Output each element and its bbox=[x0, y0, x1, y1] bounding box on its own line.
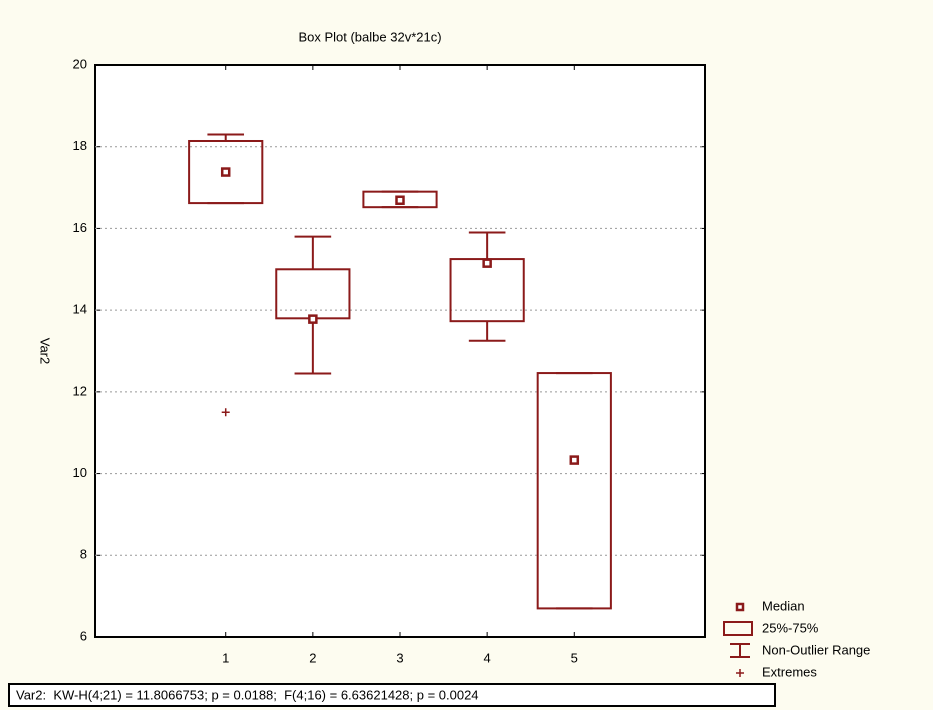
plot-area bbox=[94, 64, 706, 638]
legend-whisker-icon bbox=[730, 643, 750, 658]
median bbox=[220, 167, 231, 177]
legend-label: Non-Outlier Range bbox=[762, 642, 870, 657]
stats-box bbox=[8, 683, 776, 707]
x-tick-label: 4 bbox=[484, 650, 491, 665]
legend-label: Extremes bbox=[762, 664, 817, 679]
median bbox=[482, 258, 492, 268]
median bbox=[308, 314, 318, 324]
y-tick-label: 20 bbox=[73, 56, 87, 71]
y-tick-label: 10 bbox=[73, 465, 87, 480]
legend-median-icon bbox=[735, 602, 745, 612]
box bbox=[536, 372, 612, 610]
legend-label: Median bbox=[762, 598, 805, 613]
box bbox=[362, 190, 438, 209]
y-tick-label: 14 bbox=[73, 302, 87, 317]
y-tick-label: 6 bbox=[80, 628, 87, 643]
chart-title: Box Plot (balbe 32v*21c) bbox=[298, 29, 441, 44]
x-tick-label: 2 bbox=[309, 650, 316, 665]
legend-box-icon bbox=[723, 621, 753, 636]
legend-label: 25%-75% bbox=[762, 620, 819, 635]
y-tick-label: 16 bbox=[73, 220, 87, 235]
stats-text: Var2: KW-H(4;21) = 11.8066753; p = 0.018… bbox=[16, 687, 479, 702]
median bbox=[395, 195, 405, 205]
legend-extreme-icon bbox=[736, 669, 744, 677]
y-tick-label: 8 bbox=[80, 547, 87, 562]
y-tick-label: 12 bbox=[73, 383, 87, 398]
x-tick-label: 5 bbox=[571, 650, 578, 665]
y-tick-label: 18 bbox=[73, 138, 87, 153]
median bbox=[569, 455, 580, 465]
box bbox=[188, 139, 264, 205]
extreme bbox=[221, 408, 230, 417]
x-tick-label: 1 bbox=[222, 650, 229, 665]
x-tick-label: 3 bbox=[396, 650, 403, 665]
y-axis-label: Var2 bbox=[38, 338, 53, 365]
